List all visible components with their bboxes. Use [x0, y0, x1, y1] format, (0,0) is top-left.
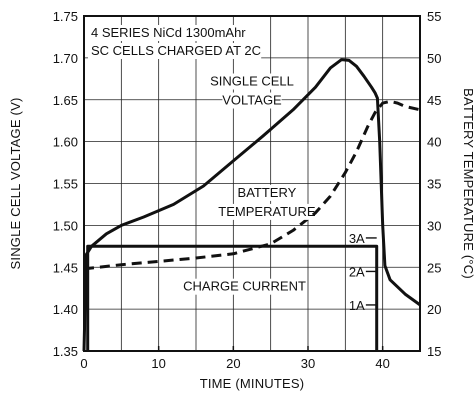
annotation-layer: 4 SERIES NiCd 1300mAhr SC CELLS CHARGED A… [88, 25, 377, 313]
y-right-tick-label: 20 [427, 302, 441, 317]
chart-title-line-bg [88, 43, 262, 59]
y-right-tick-label: 50 [427, 51, 441, 66]
y-left-tick-label: 1.50 [53, 218, 78, 233]
series-line-current [86, 244, 379, 351]
y-left-tick-label: 1.45 [53, 260, 78, 275]
y-left-tick-label: 1.60 [53, 135, 78, 150]
series-label-voltage: VOLTAGE [222, 93, 282, 108]
series-label-voltage: SINGLE CELL [210, 74, 294, 89]
chart-title-line: SC CELLS CHARGED AT 2C [91, 43, 261, 58]
series-label-current: CHARGE CURRENT [183, 279, 306, 294]
grid [84, 16, 420, 351]
y-left-tick-label: 1.70 [53, 51, 78, 66]
y-right-tick-label: 55 [427, 9, 441, 24]
x-tick-label: 30 [301, 356, 315, 371]
x-tick-label: 40 [375, 356, 389, 371]
series-label-temperature-bg [237, 184, 297, 201]
series-label-voltage-bg [222, 92, 282, 109]
y-right-tick-label: 35 [427, 177, 441, 192]
current-tick-label: 2A [349, 264, 365, 279]
y-right-tick-label: 15 [427, 344, 441, 359]
series-label-temperature: TEMPERATURE [218, 204, 316, 219]
plot-frame [83, 15, 421, 352]
series-layer [82, 58, 421, 352]
y-right-tick-label: 30 [427, 218, 441, 233]
series-label-current-bg [188, 278, 301, 295]
chart-title-line-bg [88, 25, 262, 41]
y-left-tick-label: 1.40 [53, 302, 78, 317]
current-tick-label: 3A [349, 231, 365, 246]
y-left-tick-label: 1.55 [53, 177, 78, 192]
x-axis-title: TIME (MINUTES) [200, 376, 305, 391]
current-tick-label: 1A [349, 298, 365, 313]
series-label-voltage-bg [207, 73, 297, 90]
series-label-temperature-bg [222, 203, 312, 220]
x-tick-label: 20 [226, 356, 240, 371]
y-axis-right-title: BATTERY TEMPERATURE (°C) [461, 88, 476, 279]
y-left-tick-label: 1.35 [53, 344, 78, 359]
y-left-tick-label: 1.65 [53, 93, 78, 108]
x-tick-label: 10 [151, 356, 165, 371]
y-left-tick-label: 1.75 [53, 9, 78, 24]
series-label-temperature: BATTERY [238, 185, 297, 200]
series-line-temperature [83, 99, 421, 271]
y-right-tick-label: 25 [427, 260, 441, 275]
x-tick-label: 0 [80, 356, 87, 371]
series-line-voltage [82, 58, 421, 352]
y-right-tick-label: 45 [427, 93, 441, 108]
chart-title-line: 4 SERIES NiCd 1300mAhr [91, 25, 246, 40]
tick-layer: 0 10 20 30 40 1.35 1.40 1.45 1.50 1.55 1.60 1.65 1.7… [53, 9, 442, 371]
y-axis-left-title: SINGLE CELL VOLTAGE (V) [8, 98, 23, 270]
y-right-tick-label: 40 [427, 135, 441, 150]
